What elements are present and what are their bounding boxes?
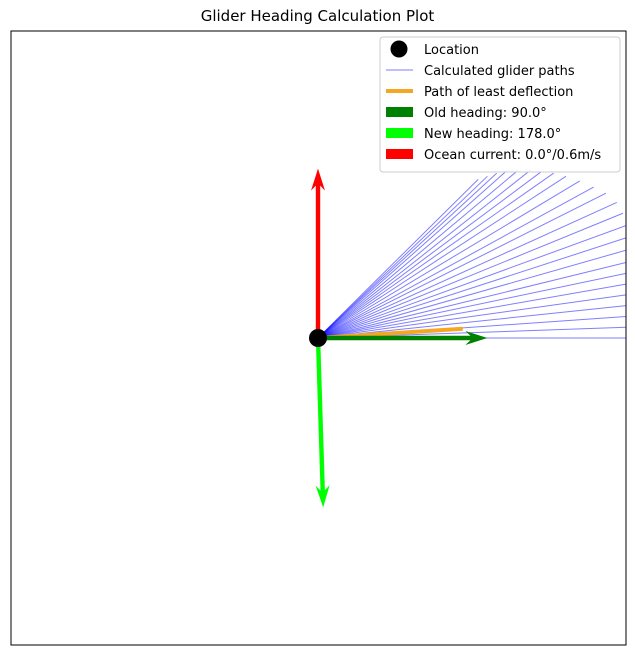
glider-path-line (317, 237, 626, 339)
legend-label: Old heading: 90.0° (424, 106, 547, 121)
legend-marker-patch (386, 107, 413, 117)
glider-path-line (317, 202, 617, 339)
glider-path-line (317, 171, 542, 339)
glider-path-line (317, 169, 519, 339)
ocean-current-arrow (311, 168, 325, 338)
glider-path-line (317, 225, 626, 339)
glider-path-line (317, 262, 626, 339)
glider-path-line (317, 179, 479, 339)
glider-path-line (317, 305, 626, 339)
glider-path-line (317, 175, 488, 339)
legend-marker-patch (386, 128, 413, 138)
legend-label: Location (424, 43, 479, 58)
glider-path-line (317, 283, 626, 339)
legend-label: New heading: 178.0° (424, 127, 561, 142)
glider-path-line (317, 180, 581, 339)
glider-path-line (317, 272, 626, 339)
legend-label: Calculated glider paths (424, 64, 575, 79)
legend-marker-location (390, 40, 408, 58)
legend-label: Ocean current: 0.0°/0.6m/s (424, 148, 601, 163)
glider-path-line (317, 172, 554, 339)
glider-path-line (317, 172, 497, 339)
new-heading-arrow (315, 337, 330, 508)
glider-path-line (317, 175, 567, 339)
glider-path-line (317, 212, 624, 339)
location-marker (309, 329, 327, 347)
glider-path-line (317, 294, 626, 339)
old-heading-arrow (318, 331, 488, 345)
glider-path-line (317, 186, 594, 339)
legend: Location Calculated glider paths Path of l… (379, 36, 621, 173)
glider-path-line (317, 192, 607, 339)
glider-path-line (317, 169, 531, 339)
glider-path-line (317, 169, 508, 339)
vectors-group (309, 168, 488, 508)
legend-box (379, 36, 621, 173)
glider-paths-group (317, 169, 626, 340)
glider-path-line (317, 249, 626, 339)
chart-title: Glider Heading Calculation Plot (200, 7, 435, 25)
legend-label: Path of least deflection (424, 85, 573, 100)
legend-marker-patch (386, 149, 413, 159)
